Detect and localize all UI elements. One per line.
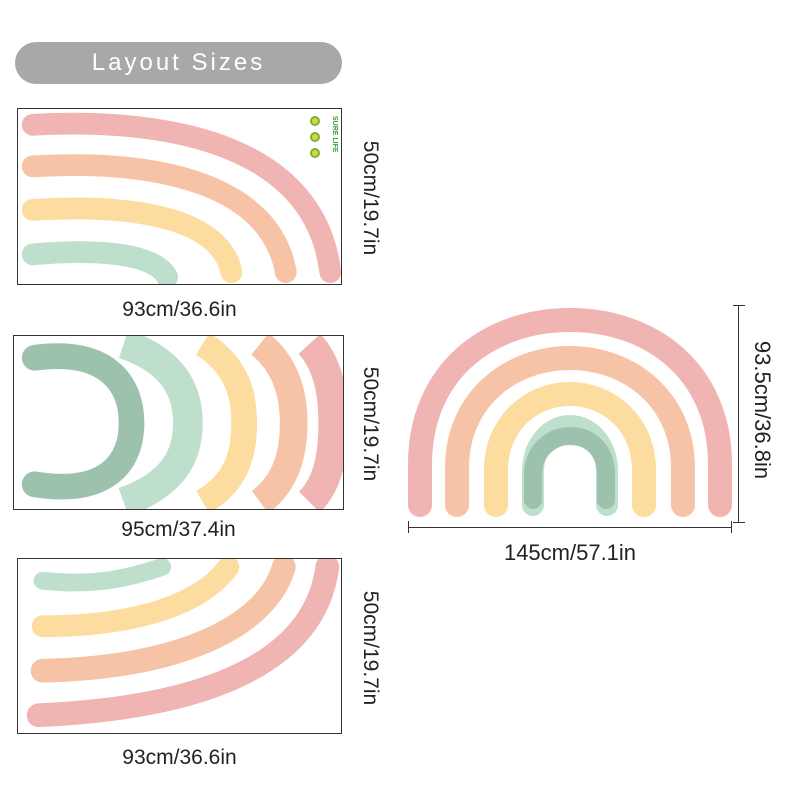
brand-dot-icon — [310, 132, 320, 142]
brand-dot-icon — [310, 116, 320, 126]
assembled-width: 145cm/57.1in — [503, 540, 637, 565]
brand-dot-icon — [310, 148, 320, 158]
width-measure-tick — [408, 521, 409, 533]
height-measure-tick — [733, 522, 745, 523]
sheet-3-width: 93cm/36.6in — [122, 746, 237, 769]
sheet-1-rainbow — [21, 112, 341, 284]
assembled-rainbow — [408, 307, 732, 517]
height-measure-tick — [733, 305, 745, 306]
sheet-2-rainbow — [21, 336, 343, 509]
assembled-height: 93.5cm/36.8in — [750, 340, 775, 480]
height-measure-line — [738, 305, 739, 523]
sheet-1-height: 50cm/19.7in — [359, 140, 382, 256]
sheet-1: SURE LIFE — [17, 108, 342, 285]
sheet-2-height: 50cm/19.7in — [359, 366, 382, 482]
width-measure-tick — [731, 521, 732, 533]
layout-sizes-title: Layout Sizes — [15, 42, 342, 84]
sheet-3 — [17, 558, 342, 734]
sheet-2 — [13, 335, 344, 510]
width-measure-line — [408, 527, 732, 528]
brand-text: SURE LIFE — [331, 116, 338, 153]
sheet-1-width: 93cm/36.6in — [122, 298, 237, 321]
sheet-2-width: 95cm/37.4in — [121, 518, 236, 541]
brand-logo: SURE LIFE — [308, 114, 338, 164]
sheet-3-height: 50cm/19.7in — [359, 590, 382, 706]
sheet-3-rainbow — [26, 559, 340, 728]
